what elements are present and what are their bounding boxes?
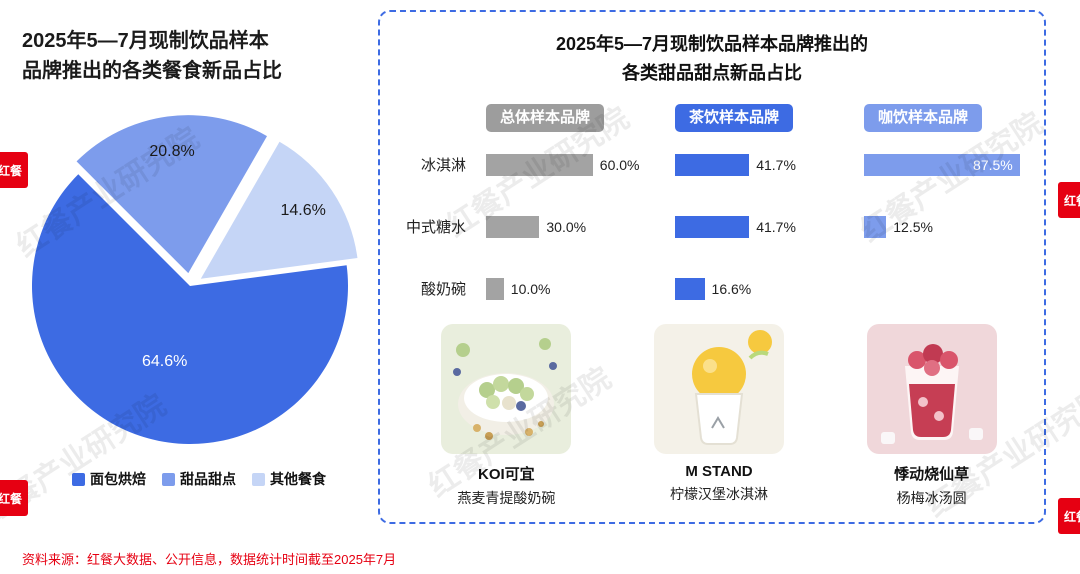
pie-legend: 面包烘焙 甜品甜点 其他餐食 [22, 469, 376, 489]
product-card-mstand: M STAND 柠檬汉堡冰淇淋 [613, 323, 826, 508]
pie-chart-title: 2025年5—7月现制饮品样本 品牌推出的各类餐食新品占比 [22, 26, 376, 86]
legend-item-bakery: 面包烘焙 [72, 469, 146, 489]
pie-title-line2: 品牌推出的各类餐食新品占比 [22, 60, 282, 82]
lemon-icecream-image [654, 323, 784, 454]
legend-item-dessert: 甜品甜点 [162, 469, 236, 489]
product-card-koi: KOI可宜 燕麦青提酸奶碗 [400, 323, 613, 508]
dessert-title-line1: 2025年5—7月现制饮品样本品牌推出的 [555, 34, 869, 54]
bar [486, 277, 504, 300]
legend-label-bakery: 面包烘焙 [90, 471, 146, 487]
pie-slice-1 [32, 174, 349, 444]
bar-value-label: 41.7% [756, 156, 796, 173]
bar-track: 16.6% [675, 277, 854, 300]
product-examples-row: KOI可宜 燕麦青提酸奶碗 M STAND 柠檬汉堡冰淇淋 [380, 323, 1044, 508]
bar-value-label: 41.7% [756, 218, 796, 235]
dessert-panel: 2025年5—7月现制饮品样本品牌推出的 各类甜品甜点新品占比 总体样本品牌 茶… [378, 10, 1046, 524]
bar-value-label: 16.6% [711, 280, 752, 297]
legend-swatch-dessert [162, 472, 175, 486]
source-note: 资料来源：红餐大数据、公开信息，数据统计时间截至2025年7月 [22, 552, 397, 567]
bar [675, 153, 750, 176]
product-item-koi: 燕麦青提酸奶碗 [457, 489, 556, 506]
product-brand-jidong: 悸动烧仙草 [894, 465, 970, 483]
legend-swatch-bakery [72, 472, 85, 486]
legend-label-dessert: 甜品甜点 [180, 471, 236, 487]
pie-chart-wrap: 64.6% 20.8% 14.6% [16, 92, 376, 459]
bar-track: 60.0% [486, 153, 665, 176]
bar-cell: 10.0% [476, 277, 665, 300]
bar-track: 10.0% [486, 277, 665, 300]
badge-tea-sample: 茶饮样本品牌 [675, 103, 794, 132]
bar-cell: 41.7% [665, 215, 854, 238]
bar-cell: 87.5% [854, 153, 1043, 176]
pie-slice-3 [200, 141, 358, 279]
badge-coffee-sample: 咖饮样本品牌 [864, 103, 983, 132]
hongcan-logo: 红餐 [1058, 498, 1080, 534]
bar-track: 12.5% [864, 215, 1043, 238]
hongcan-logo: 红餐 [1058, 182, 1080, 218]
pie-title-line1: 2025年5—7月现制饮品样本 [22, 30, 269, 52]
pie-slice-value-label: 14.6% [280, 202, 325, 219]
bar-chart-grid: 冰淇淋 60.0% 41.7% 87.5% 中式糖水 30.0% 41.7% 12.5% 酸奶碗… [380, 153, 1044, 300]
bar-value-label: 10.0% [510, 280, 551, 297]
bar: 87.5% [864, 153, 1020, 176]
berry-drink-image [866, 323, 997, 454]
bar [675, 215, 750, 238]
bar [864, 215, 887, 238]
series-badges-row: 总体样本品牌 茶饮样本品牌 咖饮样本品牌 [380, 103, 1044, 132]
bar-cell: 30.0% [476, 215, 665, 238]
dessert-title-line2: 各类甜品甜点新品占比 [622, 62, 802, 83]
pie-slice-2 [76, 115, 268, 274]
bar-value-label: 30.0% [546, 218, 587, 235]
bar-track: 30.0% [486, 215, 665, 238]
bar-cell: 12.5% [854, 215, 1043, 238]
bar-cell: 41.7% [665, 153, 854, 176]
bar-track: 41.7% [675, 153, 854, 176]
product-item-jidong: 杨梅冰汤圆 [896, 489, 967, 506]
product-card-jidong: 悸动烧仙草 杨梅冰汤圆 [825, 323, 1038, 508]
bar-track: 41.7% [675, 215, 854, 238]
pie-slice-value-label: 20.8% [149, 143, 194, 160]
product-brand-mstand: M STAND [685, 462, 753, 480]
legend-item-other: 其他餐食 [252, 469, 326, 489]
legend-swatch-other [252, 472, 265, 486]
bar-category-label: 中式糖水 [405, 219, 466, 237]
bar-track: 87.5% [864, 153, 1043, 176]
bar [486, 215, 540, 238]
legend-label-other: 其他餐食 [270, 471, 326, 487]
bar-cell: 60.0% [476, 153, 665, 176]
bar-value-label: 87.5% [973, 156, 1013, 173]
pie-slice-value-label: 64.6% [142, 353, 187, 370]
yogurt-bowl-image [441, 323, 572, 454]
dessert-panel-title: 2025年5—7月现制饮品样本品牌推出的 各类甜品甜点新品占比 [380, 30, 1044, 88]
meal-pie-section: 2025年5—7月现制饮品样本 品牌推出的各类餐食新品占比 64.6% 20.8%… [0, 0, 376, 540]
product-item-mstand: 柠檬汉堡冰淇淋 [670, 485, 768, 502]
bar-category-label: 酸奶碗 [420, 281, 466, 299]
bar [675, 277, 705, 300]
bar-category-label: 冰淇淋 [420, 157, 466, 175]
bar [486, 153, 593, 176]
bar-value-label: 12.5% [893, 218, 933, 235]
pie-chart: 64.6% 20.8% 14.6% [32, 115, 358, 444]
bar-value-label: 60.0% [599, 156, 640, 173]
badge-overall-sample: 总体样本品牌 [486, 103, 605, 132]
bar-cell: 16.6% [665, 277, 854, 300]
product-brand-koi: KOI可宜 [478, 465, 535, 483]
